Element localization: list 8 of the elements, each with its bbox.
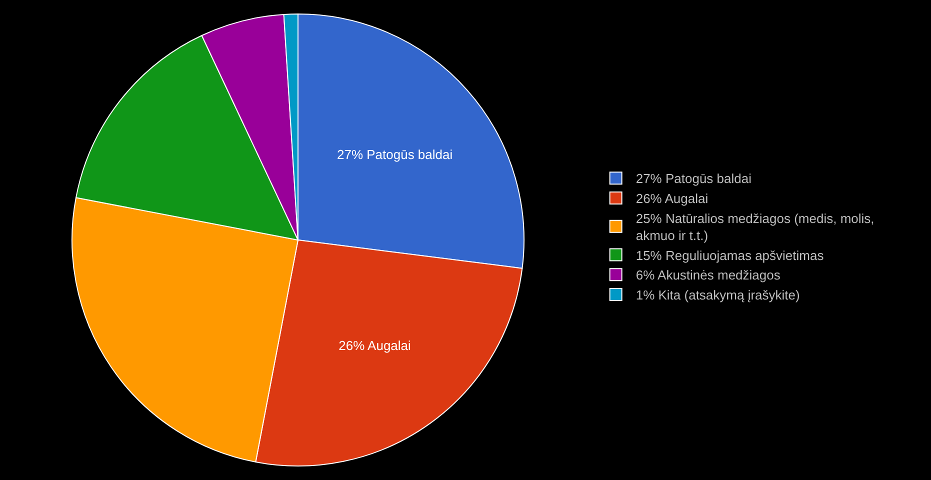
data-label: 26% Augalai — [338, 338, 412, 354]
legend-label: 26% Augalai — [636, 191, 708, 206]
data-label: 27% Patogūs baldai — [336, 147, 453, 162]
legend-label: 6% Akustinės medžiagos — [636, 268, 781, 283]
legend-label: 27% Patogūs baldai — [636, 171, 752, 186]
legend-label: 1% Kita (atsakymą įrašykite) — [636, 288, 800, 303]
legend-label: 25% Natūralios medžiagos (medis, molis, akmuo ir t.t.) — [636, 211, 874, 243]
legend-label: 15% Reguliuojamas apšvietimas — [636, 248, 824, 263]
